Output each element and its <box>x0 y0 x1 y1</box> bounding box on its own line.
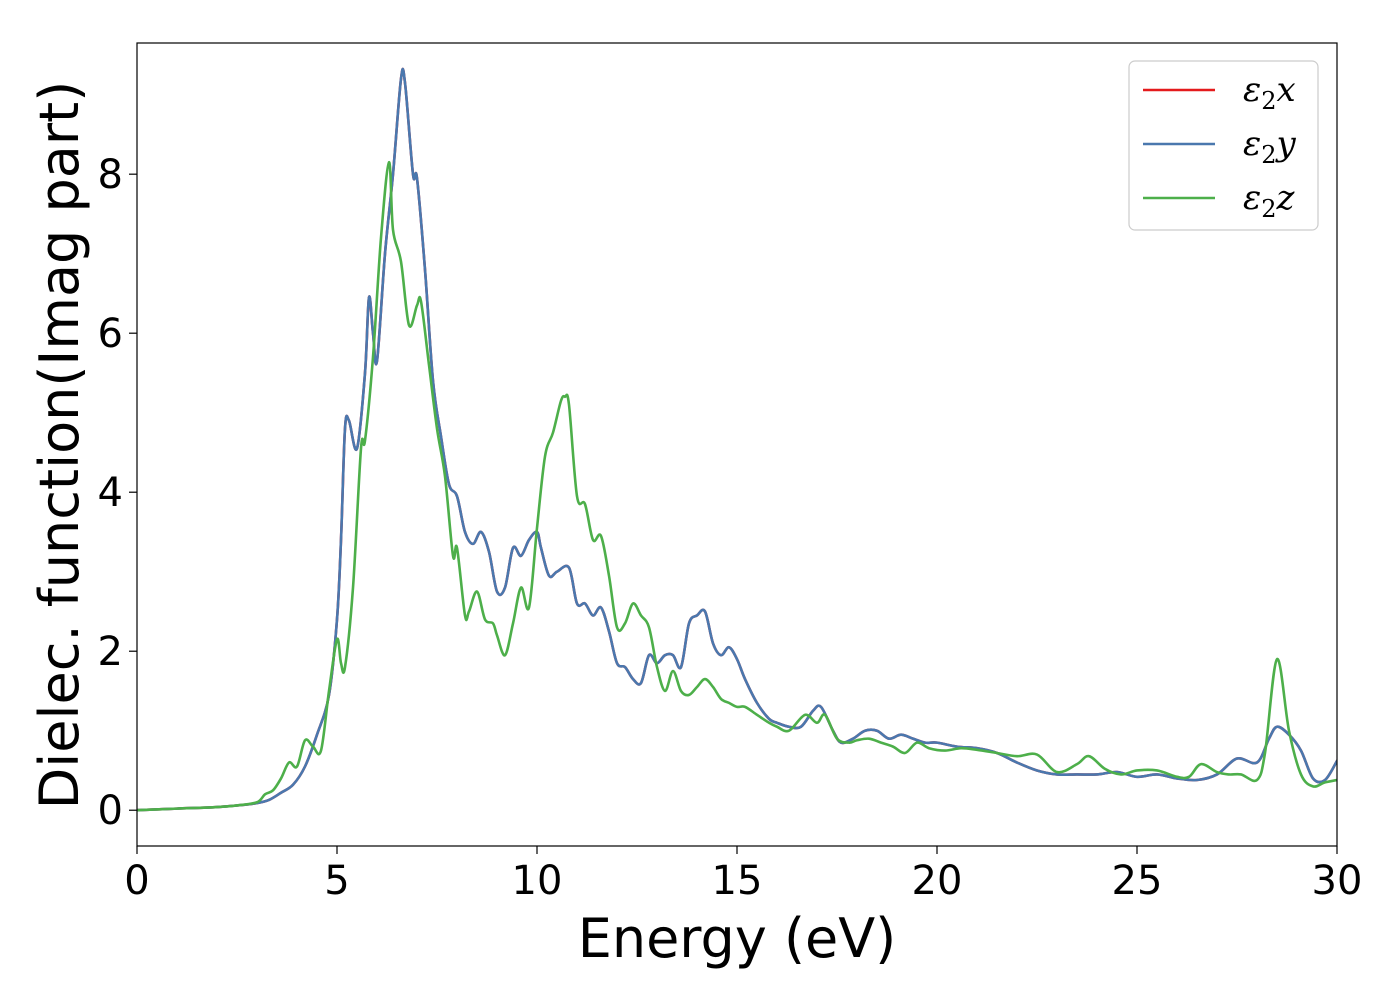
series-line-y <box>137 67 1337 812</box>
legend-label-y: ε2y <box>1243 124 1297 169</box>
legend-label-x: ε2x <box>1243 70 1296 115</box>
y-tick-label: 2 <box>98 629 123 675</box>
legend-box <box>1128 60 1319 231</box>
x-tick-label: 5 <box>324 858 349 904</box>
y-tick-label: 8 <box>98 152 123 198</box>
y-tick-label: 6 <box>98 311 123 357</box>
x-axis-label: Energy (eV) <box>578 907 897 970</box>
x-tick-label: 20 <box>912 858 963 904</box>
series-line-z <box>137 160 1337 812</box>
legend-label-z: ε2z <box>1243 178 1296 223</box>
x-tick-label: 0 <box>124 858 149 904</box>
legend: ε2x ε2y ε2z <box>1128 60 1319 231</box>
x-tick-label: 15 <box>712 858 763 904</box>
y-axis-label: Dielec. function(Imag part) <box>28 81 91 810</box>
y-tick-label: 4 <box>98 470 123 516</box>
x-tick-label: 25 <box>1112 858 1163 904</box>
x-tick-label: 10 <box>512 858 563 904</box>
y-tick-label: 0 <box>98 788 123 834</box>
x-tick-label: 30 <box>1312 858 1363 904</box>
